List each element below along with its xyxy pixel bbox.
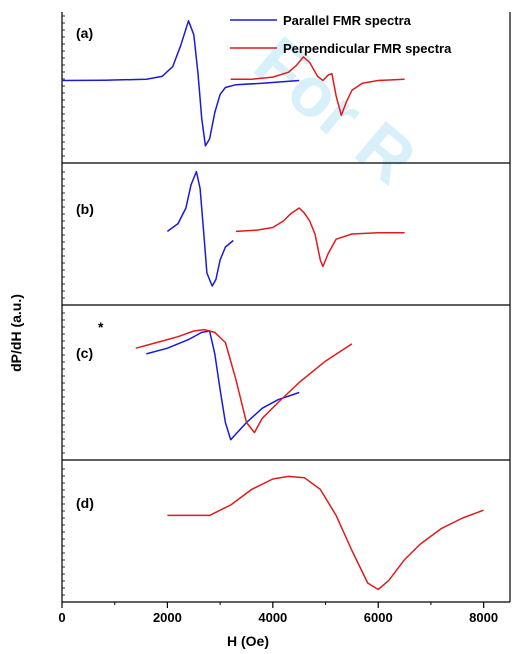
series-line-b-parallel bbox=[166, 170, 234, 287]
legend-label-parallel: Parallel FMR spectra bbox=[283, 13, 412, 28]
legend-label-perpendicular: Perpendicular FMR spectra bbox=[283, 41, 452, 56]
series-line-a-parallel bbox=[61, 20, 300, 147]
y-axis-title: dP/dH (a.u.) bbox=[8, 294, 24, 372]
x-tick-label-2000: 2000 bbox=[153, 610, 182, 625]
panel-label-d: (d) bbox=[76, 495, 94, 511]
panel-label-a: (a) bbox=[76, 25, 93, 41]
series-layer bbox=[61, 20, 484, 591]
legend: Parallel FMR spectra Perpendicular FMR s… bbox=[230, 13, 452, 56]
series-line-c-perpendicular bbox=[135, 328, 353, 434]
annotation-asterisk: * bbox=[98, 319, 104, 335]
x-axis-tick-labels: 0 2000 4000 6000 8000 bbox=[58, 610, 498, 625]
panel-labels: (a) (b) (c) (d) bbox=[76, 25, 94, 511]
x-tick-label-0: 0 bbox=[58, 610, 65, 625]
series-line-b-perpendicular bbox=[235, 207, 405, 268]
x-tick-label-6000: 6000 bbox=[364, 610, 393, 625]
x-tick-label-8000: 8000 bbox=[469, 610, 498, 625]
series-line-d-perpendicular bbox=[167, 475, 484, 591]
series-line-a-perpendicular bbox=[230, 56, 405, 117]
panel-label-c: (c) bbox=[76, 345, 93, 361]
y-axis-minor-ticks bbox=[62, 15, 65, 596]
x-axis-title: H (Oe) bbox=[227, 633, 269, 649]
x-tick-label-4000: 4000 bbox=[258, 610, 287, 625]
panel-label-b: (b) bbox=[76, 201, 94, 217]
plot-frame bbox=[61, 12, 511, 603]
series-line-c-parallel bbox=[146, 330, 300, 441]
x-axis-ticks bbox=[61, 602, 485, 608]
